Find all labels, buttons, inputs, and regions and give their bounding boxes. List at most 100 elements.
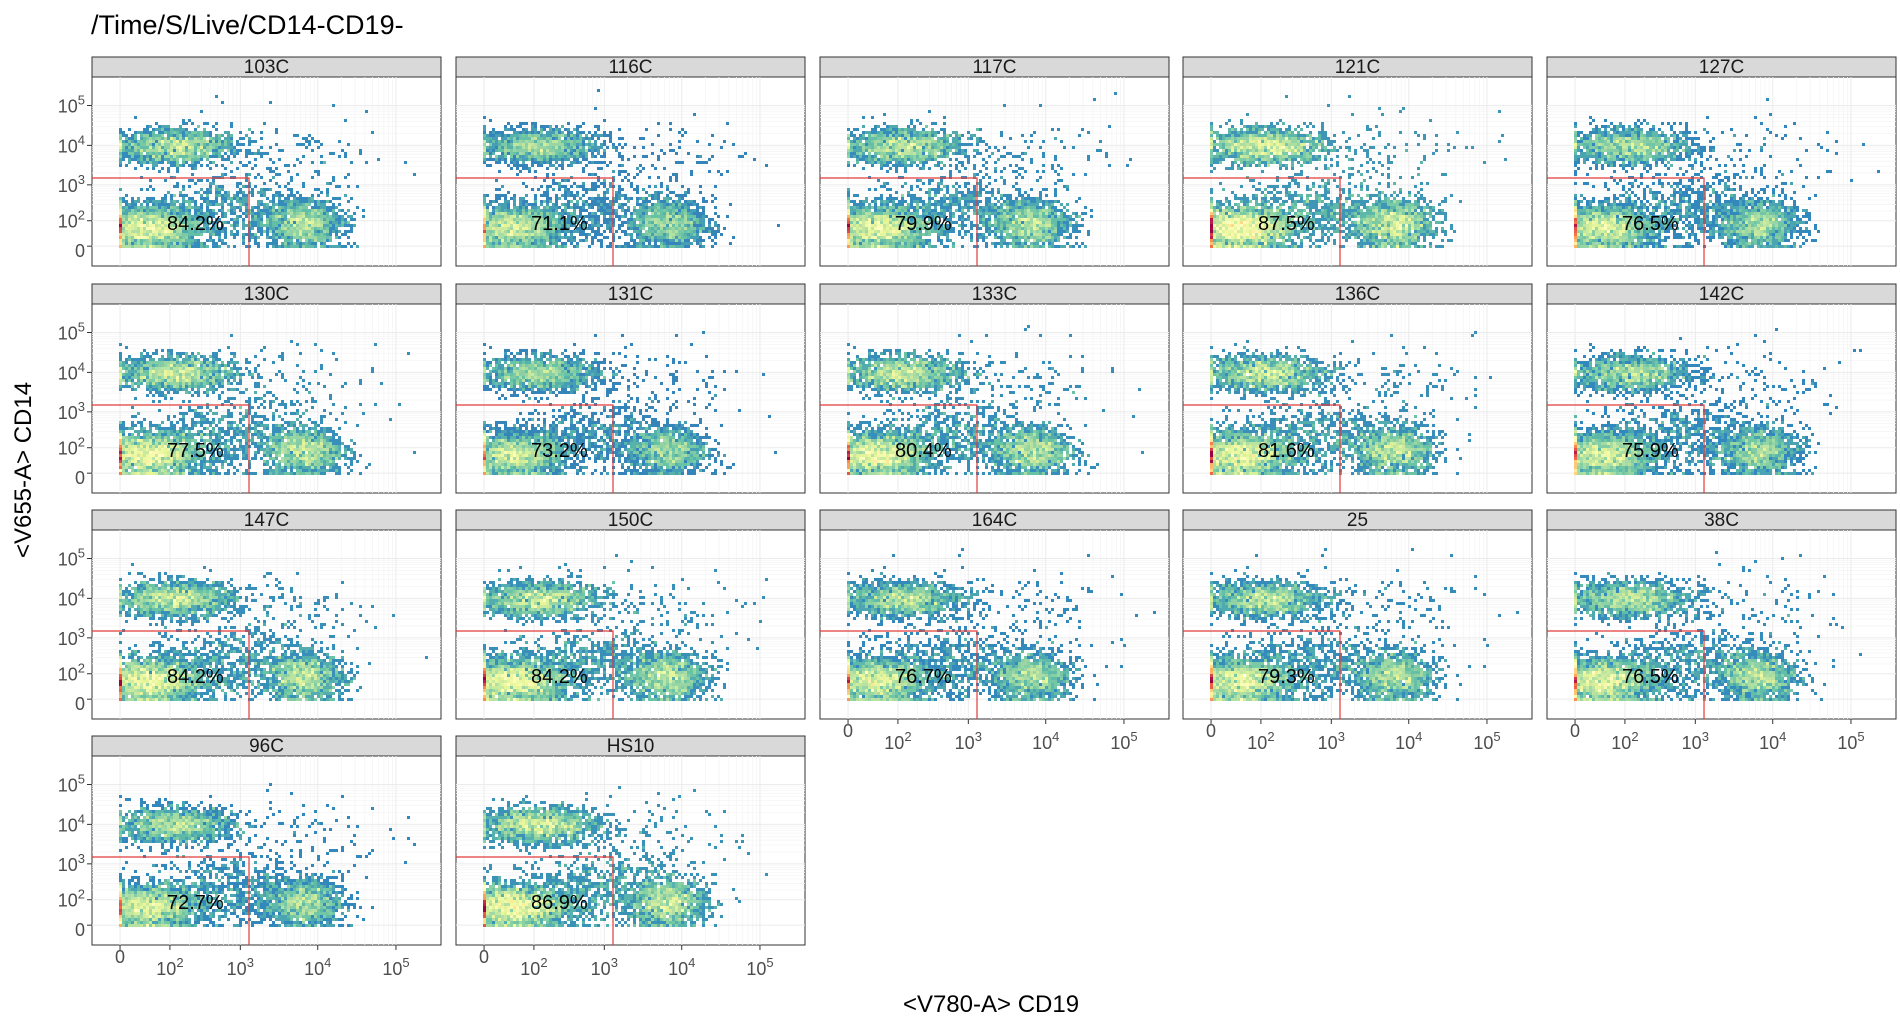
x-tick-label: 104 (668, 955, 695, 979)
y-axis-label: <V655-A> CD14 (10, 382, 37, 558)
x-tick-label: 102 (884, 729, 911, 753)
x-tick-label: 104 (1395, 729, 1422, 753)
strip-label: 117C (972, 57, 1016, 78)
x-tick-label: 102 (156, 955, 183, 979)
gate-percent-label: 79.3% (1258, 666, 1315, 688)
y-tick-label: 102 (58, 435, 85, 459)
facet-panel: 117C 79.9% (820, 57, 1169, 266)
y-tick-label: 102 (58, 661, 85, 685)
gate-percent-label: 76.5% (1622, 666, 1679, 688)
x-tick-label: 0 (115, 947, 125, 967)
x-tick-label: 104 (304, 955, 331, 979)
y-tick-label: 105 (58, 545, 85, 569)
y-tick-label: 103 (58, 851, 85, 875)
strip-label: 133C (972, 284, 1017, 305)
facet-panel: HS10 86.9% 0 102 103 104 105 (456, 736, 805, 979)
x-tick-label: 105 (1110, 729, 1137, 753)
y-tick-label: 0 (75, 468, 85, 488)
x-tick-label: 0 (1206, 721, 1216, 741)
x-tick-label: 103 (1318, 729, 1345, 753)
x-axis: 0 102 103 104 105 (479, 945, 774, 979)
x-tick-label: 103 (227, 955, 254, 979)
x-tick-label: 103 (591, 955, 618, 979)
strip-label: 131C (608, 284, 653, 305)
x-axis: 0 102 103 104 105 (115, 945, 410, 979)
y-tick-label: 0 (75, 694, 85, 714)
strip-label: 96C (249, 736, 284, 757)
gate-percent-label: 84.2% (167, 666, 224, 688)
x-tick-label: 0 (843, 721, 853, 741)
y-tick-label: 0 (75, 241, 85, 261)
strip-label: 164C (972, 510, 1017, 531)
gate-percent-label: 84.2% (531, 666, 588, 688)
x-tick-label: 105 (746, 955, 773, 979)
strip-label: 38C (1704, 510, 1739, 531)
x-tick-label: 105 (1837, 729, 1864, 753)
y-tick-label: 103 (58, 399, 85, 423)
strip-label: 136C (1335, 284, 1380, 305)
gate-percent-label: 84.2% (167, 213, 224, 235)
y-tick-label: 105 (58, 771, 85, 795)
facet-panels: 103C84.2%0102103104105116C71.1%117C79.9%… (58, 57, 1896, 979)
gate-percent-label: 76.5% (1622, 213, 1679, 235)
gate-percent-label: 75.9% (1622, 440, 1679, 462)
y-tick-label: 102 (58, 208, 85, 232)
x-tick-label: 105 (1473, 729, 1500, 753)
gate-percent-label: 80.4% (895, 440, 952, 462)
strip-label: 130C (244, 284, 289, 305)
strip-label: 127C (1699, 57, 1744, 78)
x-tick-label: 102 (520, 955, 547, 979)
x-tick-label: 0 (479, 947, 489, 967)
gate-percent-label: 87.5% (1258, 213, 1315, 235)
y-tick-label: 105 (58, 319, 85, 343)
y-axis: 0 102 103 104 105 (58, 545, 92, 714)
strip-label: 121C (1335, 57, 1380, 78)
y-tick-label: 102 (58, 887, 85, 911)
x-tick-label: 102 (1247, 729, 1274, 753)
x-axis: 0 102 103 104 105 (1206, 719, 1501, 753)
strip-label: 147C (244, 510, 289, 531)
y-tick-label: 103 (58, 625, 85, 649)
facet-panel: 147C 84.2% 0 102 103 104 105 (58, 510, 441, 719)
y-tick-label: 104 (58, 585, 85, 609)
y-tick-label: 104 (58, 811, 85, 835)
x-tick-label: 105 (382, 955, 409, 979)
x-tick-label: 104 (1032, 729, 1059, 753)
x-tick-label: 103 (1682, 729, 1709, 753)
facet-panel: 142C 75.9% (1547, 284, 1896, 493)
gate-percent-label: 72.7% (167, 892, 224, 914)
strip-label: HS10 (607, 736, 655, 757)
y-tick-label: 105 (58, 92, 85, 116)
chart-title: /Time/S/Live/CD14-CD19- (91, 10, 404, 40)
facet-panel: 127C 76.5% (1547, 57, 1896, 266)
facet-panel: 25 79.3% 0 102 103 104 105 (1183, 510, 1532, 753)
x-axis-label: <V780-A> CD19 (903, 991, 1079, 1018)
y-tick-label: 104 (58, 132, 85, 156)
facet-panel: 133C 80.4% (820, 284, 1169, 493)
gate-percent-label: 77.5% (167, 440, 224, 462)
gate-percent-label: 79.9% (895, 213, 952, 235)
facet-panel: 121C 87.5% (1183, 57, 1532, 266)
strip-label: 142C (1699, 284, 1744, 305)
gate-percent-label: 76.7% (895, 666, 952, 688)
gate-percent-label: 81.6% (1258, 440, 1315, 462)
strip-label: 25 (1347, 510, 1368, 531)
strip-label: 103C (244, 57, 289, 78)
gate-percent-label: 86.9% (531, 892, 588, 914)
x-tick-label: 0 (1570, 721, 1580, 741)
strip-label: 116C (608, 57, 652, 78)
